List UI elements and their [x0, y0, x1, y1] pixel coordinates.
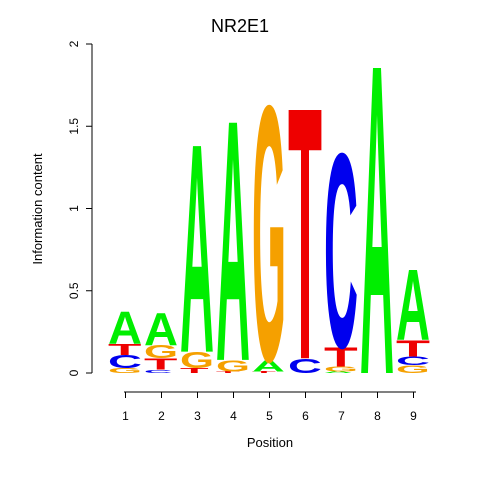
logo-letter-a: A	[144, 304, 178, 355]
x-tick-label: 3	[194, 409, 201, 423]
logo-letter-t: T	[288, 31, 322, 435]
logo-letter-t: T	[324, 342, 358, 372]
logo-letter-a: A	[180, 82, 214, 416]
x-tick-label: 6	[302, 409, 309, 423]
logo-letter-t: T	[216, 371, 240, 374]
logo-column: CT	[288, 31, 322, 435]
logo-column: A	[360, 0, 394, 467]
x-tick-label: 2	[158, 409, 165, 423]
logo-letter-g: G	[180, 348, 214, 374]
logo-column: TAG	[252, 30, 286, 439]
x-tick-label: 8	[374, 409, 381, 423]
logo-letter-a: A	[324, 371, 352, 374]
x-tick-label: 9	[410, 409, 417, 423]
logo-column: TGA	[180, 82, 214, 416]
x-tick-label: 4	[230, 409, 237, 423]
logo-letter-t: T	[252, 371, 276, 374]
x-tick-label: 5	[266, 409, 273, 423]
y-tick-label: 1	[67, 205, 81, 212]
logo-letter-g: G	[396, 363, 430, 376]
y-axis-ticks: 0 0.5 1 1.5 2	[67, 40, 92, 376]
logo-letter-a: A	[360, 0, 394, 467]
y-axis-label: Information content	[30, 153, 45, 265]
logo-letter-g: G	[216, 357, 250, 375]
logo-letter-c: C	[144, 369, 172, 374]
logo-letter-g: G	[108, 367, 142, 375]
x-axis-ticks: 1 2 3 4 5 6 7 8 9	[122, 392, 417, 423]
logo-letter-g: G	[324, 365, 358, 373]
logo-letter-t: T	[396, 336, 430, 362]
y-tick-label: 0.5	[67, 282, 81, 299]
logo-column: TGA	[216, 49, 250, 434]
y-tick-label: 0	[67, 369, 81, 376]
logo-letter-c: C	[108, 352, 142, 373]
logo-letter-a: A	[108, 302, 142, 353]
logo-letter-c: C	[288, 354, 322, 377]
logo-letter-a: A	[396, 249, 430, 362]
x-tick-label: 1	[122, 409, 129, 423]
logo-letter-g: G	[144, 342, 178, 362]
logo-letter-c: C	[396, 355, 430, 368]
x-tick-label: 7	[338, 409, 345, 423]
logo-letter-a: A	[216, 49, 250, 434]
x-axis-label: Position	[247, 435, 293, 450]
logo-letter-t: T	[108, 341, 142, 359]
y-tick-label: 2	[67, 40, 81, 47]
y-tick-label: 1.5	[67, 118, 81, 135]
logo-letter-t: T	[144, 355, 178, 373]
chart-title: NR2E1	[211, 16, 269, 36]
logo-letter-a: A	[252, 357, 285, 375]
logo-letter-c: C	[324, 97, 358, 407]
logo-letter-t: T	[180, 367, 209, 375]
logo-letter-g: G	[252, 30, 286, 439]
